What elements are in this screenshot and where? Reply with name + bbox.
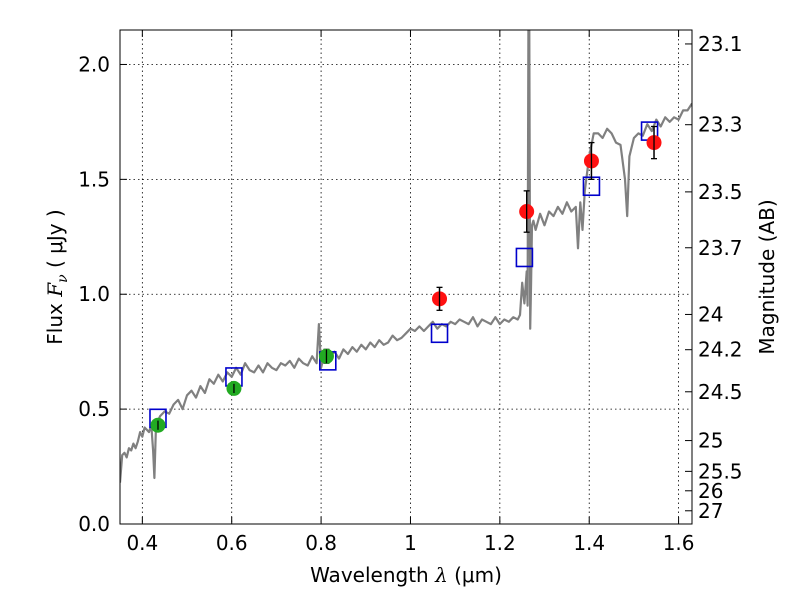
- magnitude-tick-label: 24: [698, 302, 723, 326]
- marker-layer: [149, 121, 662, 433]
- spectrum-line: [120, 30, 692, 483]
- series-layer: [120, 30, 692, 483]
- magnitude-tick-label: 23.5: [698, 180, 743, 204]
- magnitude-tick-label: 24.2: [698, 338, 743, 362]
- magnitude-tick-label: 26: [698, 479, 723, 503]
- y-tick-label: 1.0: [78, 282, 110, 306]
- y-axis-label: Flux Fν ( μJy ): [43, 209, 71, 344]
- x-tick-label: 1.6: [663, 531, 695, 555]
- grid-layer: [120, 30, 692, 525]
- magnitude-tick-label: 23.7: [698, 236, 743, 260]
- x-tick-label: 0.6: [216, 531, 248, 555]
- magnitude-tick-label: 25.5: [698, 459, 743, 483]
- y-tick-label: 0.5: [78, 397, 110, 421]
- x-tick-label: 1.4: [573, 531, 605, 555]
- magnitude-tick-label: 27: [698, 499, 723, 523]
- magnitude-tick-label: 25: [698, 429, 723, 453]
- x-tick-label: 1.2: [484, 531, 516, 555]
- tick-layer: 0.4 0.6 0.8 1 1.2 1.4 1.6 0.0 0.5 1.0 1.5 2.0 23.1 23…: [78, 30, 743, 555]
- x-tick-label: 0.4: [126, 531, 158, 555]
- model-photometry-square: [515, 247, 534, 268]
- magnitude-tick-label: 24.5: [698, 380, 743, 404]
- x-tick-label: 1: [404, 531, 417, 555]
- magnitude-tick-label: 23.1: [698, 32, 743, 56]
- model-photometry-square: [430, 323, 449, 344]
- y-tick-label: 1.5: [78, 167, 110, 191]
- plot-frame: [119, 29, 693, 525]
- x-tick-label: 0.8: [305, 531, 337, 555]
- x-axis-label: Wavelength λ (μm): [310, 563, 502, 587]
- magnitude-tick-label: 23.3: [698, 113, 743, 137]
- y-tick-label: 2.0: [78, 52, 110, 76]
- y-tick-label: 0.0: [78, 512, 110, 536]
- magnitude-axis-label: Magnitude (AB): [755, 199, 779, 354]
